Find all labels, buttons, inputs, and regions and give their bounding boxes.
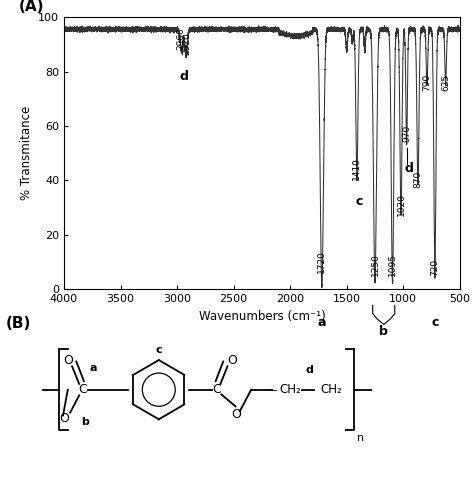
Text: O: O <box>60 412 69 425</box>
Text: 870: 870 <box>413 171 422 189</box>
Text: C: C <box>79 383 87 396</box>
Text: d: d <box>180 70 189 83</box>
Text: 720: 720 <box>430 258 439 275</box>
Text: O: O <box>227 354 237 367</box>
Text: 1020: 1020 <box>396 193 405 216</box>
Text: O: O <box>232 408 241 421</box>
Text: 2920: 2920 <box>182 32 191 55</box>
Text: CH₂: CH₂ <box>320 383 342 396</box>
Text: O: O <box>63 354 73 367</box>
Text: 970: 970 <box>402 125 411 142</box>
Text: —: — <box>263 385 281 394</box>
Text: a: a <box>90 363 97 373</box>
Text: 2960: 2960 <box>177 27 186 50</box>
X-axis label: Wavenumbers (cm⁻¹): Wavenumbers (cm⁻¹) <box>199 310 325 322</box>
Text: 625: 625 <box>441 74 450 91</box>
Text: c: c <box>431 316 438 329</box>
Text: 1720: 1720 <box>317 250 326 273</box>
Text: c: c <box>356 195 363 208</box>
Text: d: d <box>404 162 413 175</box>
Text: (B): (B) <box>6 316 31 331</box>
Text: CH₂: CH₂ <box>280 383 301 396</box>
Text: C: C <box>212 383 221 396</box>
Text: (A): (A) <box>18 0 44 14</box>
Text: b: b <box>82 417 89 427</box>
Text: n: n <box>357 433 365 442</box>
Text: 790: 790 <box>422 74 431 91</box>
Text: 1250: 1250 <box>371 253 380 275</box>
Text: d: d <box>305 365 313 375</box>
Y-axis label: % Transmitance: % Transmitance <box>19 106 33 200</box>
Text: c: c <box>155 344 162 355</box>
Text: a: a <box>318 316 326 329</box>
Text: 1095: 1095 <box>388 252 397 275</box>
Text: 1410: 1410 <box>352 157 361 180</box>
Text: b: b <box>379 325 388 338</box>
